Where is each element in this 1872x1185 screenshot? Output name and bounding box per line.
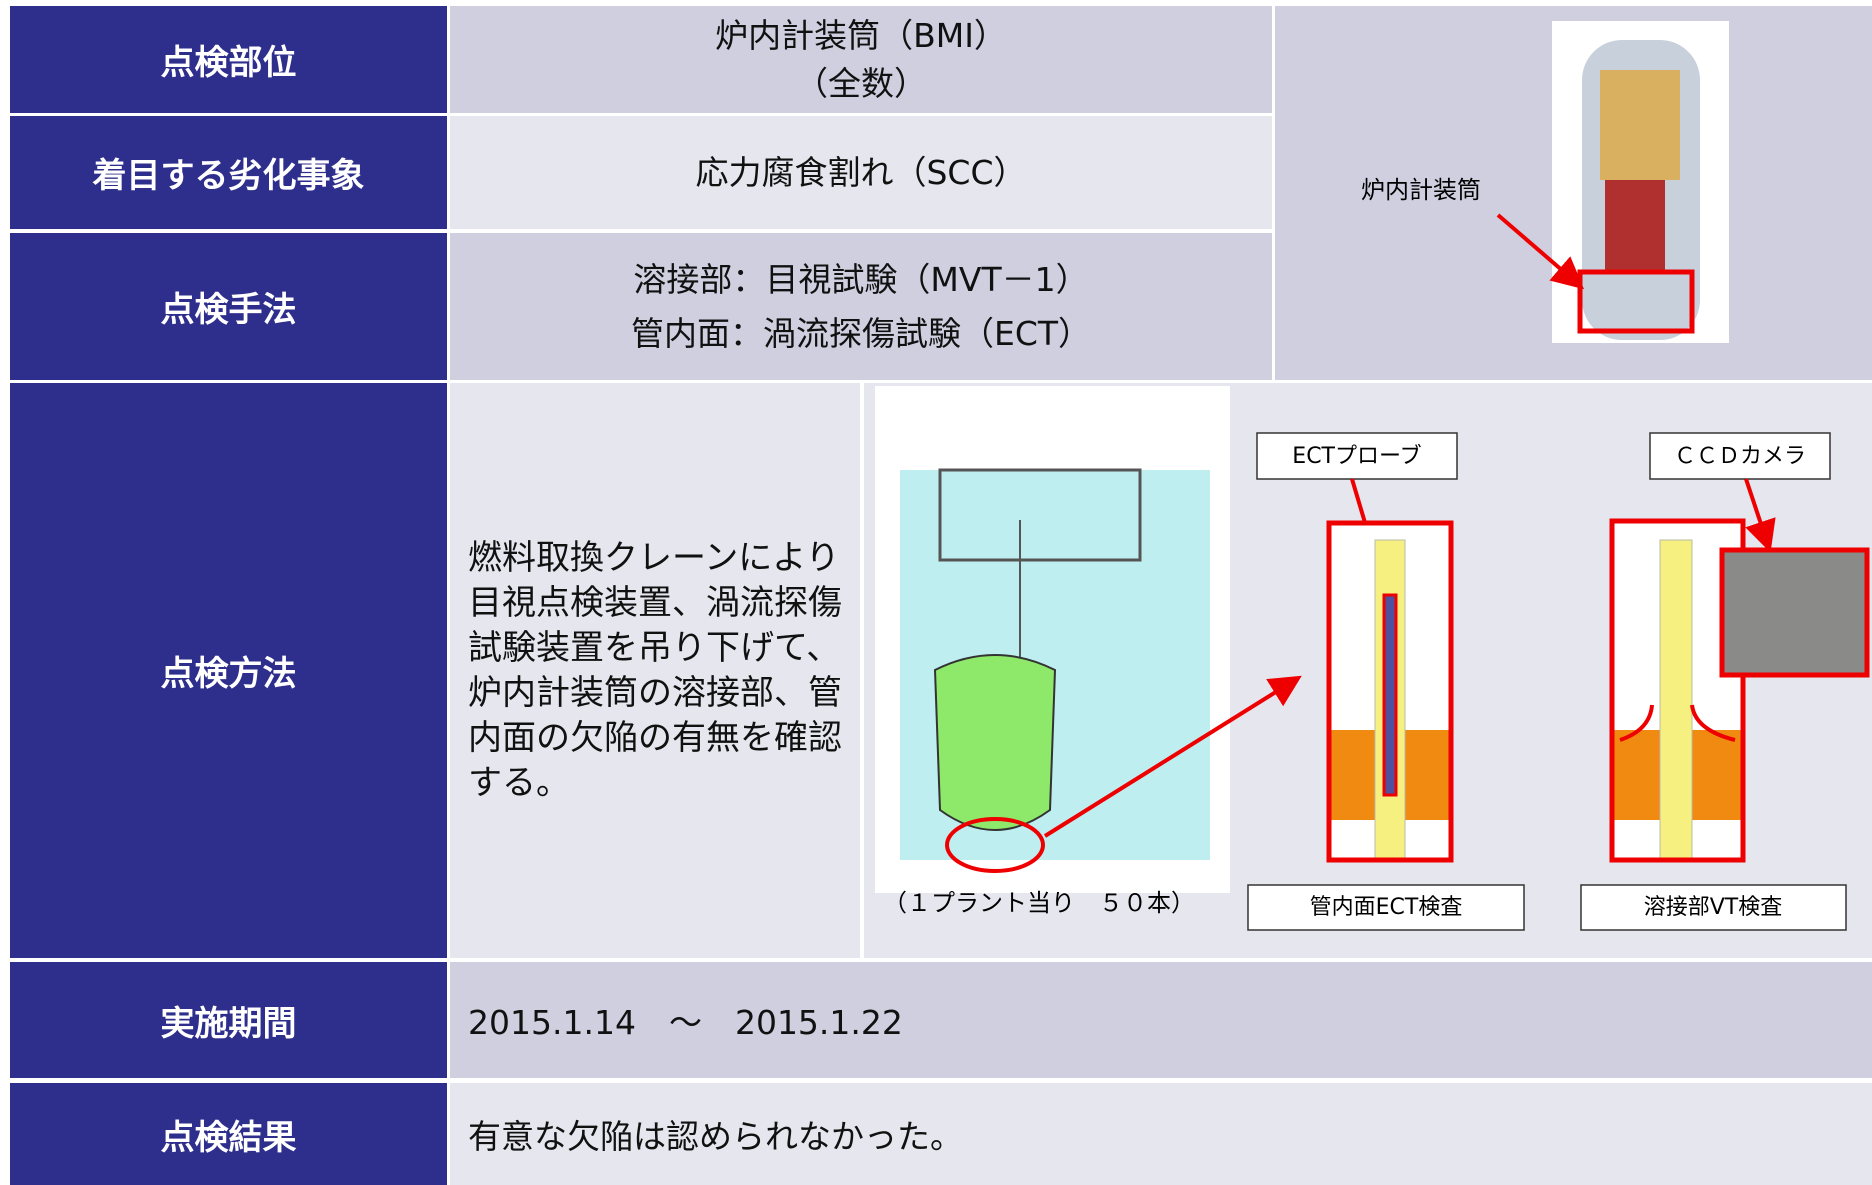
row-content: 炉内計装筒（BMI） （全数） <box>450 6 1272 113</box>
probe-label: ECTプローブ <box>1292 444 1421 469</box>
label-box <box>1649 432 1831 480</box>
row-header: 着目する劣化事象 <box>10 116 447 229</box>
row-content: 燃料取換クレーンにより目視点検装置、渦流探傷試験装置を吊り下げて、炉内計装筒の溶… <box>450 383 860 958</box>
row-header: 点検結果 <box>10 1083 447 1185</box>
arrow <box>1744 478 1776 553</box>
row-header: 実施期間 <box>10 962 447 1078</box>
ect-caption: 管内面ECT検査 <box>1310 895 1463 920</box>
text-line: 有意な欠陥は認められなかった。 <box>468 1117 963 1156</box>
arrow <box>1043 675 1302 838</box>
highlight-box <box>1577 269 1695 334</box>
text-line: 炉内計装筒（BMI） <box>715 15 1007 55</box>
label-box <box>1256 432 1458 480</box>
vessel-green <box>933 654 1057 831</box>
row-header: 点検方法 <box>10 383 447 958</box>
vessel-core <box>1605 180 1665 270</box>
vt-caption: 溶接部VT検査 <box>1644 895 1783 920</box>
text-line: 2015.1.14 ～ 2015.1.22 <box>468 1003 903 1042</box>
arrow <box>1496 213 1585 290</box>
highlight-box <box>1609 518 1746 863</box>
row-content: 応力腐食割れ（SCC） <box>450 116 1272 229</box>
plant-count: （１プラント当り ５０本） <box>883 889 1195 917</box>
vessel-internal <box>1600 70 1680 180</box>
reactor-label: 炉内計装筒 <box>1361 176 1481 204</box>
camera-label: ＣＣＤカメラ <box>1674 444 1806 469</box>
method-text: 燃料取換クレーンにより目視点検装置、渦流探傷試験装置を吊り下げて、炉内計装筒の溶… <box>468 537 842 803</box>
row-content: 溶接部：目視試験（MVT－1） 管内面：渦流探傷試験（ECT） <box>450 233 1272 380</box>
row-header: 点検手法 <box>10 233 447 380</box>
text-line: 管内面：渦流探傷試験（ECT） <box>630 313 1092 353</box>
text-line: 応力腐食割れ（SCC） <box>695 152 1027 192</box>
crane-frame <box>938 468 1142 562</box>
text-line: （全数） <box>795 63 927 103</box>
text-line: 溶接部：目視試験（MVT－1） <box>633 259 1089 299</box>
highlight-ellipse <box>945 817 1045 873</box>
camera-photo <box>1719 547 1870 678</box>
highlight-box <box>1326 520 1454 863</box>
row-content: 2015.1.14 ～ 2015.1.22 <box>450 962 1872 1078</box>
probe <box>1382 593 1398 797</box>
weld-highlight <box>1619 704 1736 742</box>
row-content: 有意な欠陥は認められなかった。 <box>450 1083 1872 1185</box>
caption-box <box>1247 884 1525 931</box>
caption-box <box>1580 884 1847 931</box>
tube <box>1659 539 1693 861</box>
row-header: 点検部位 <box>10 6 447 113</box>
